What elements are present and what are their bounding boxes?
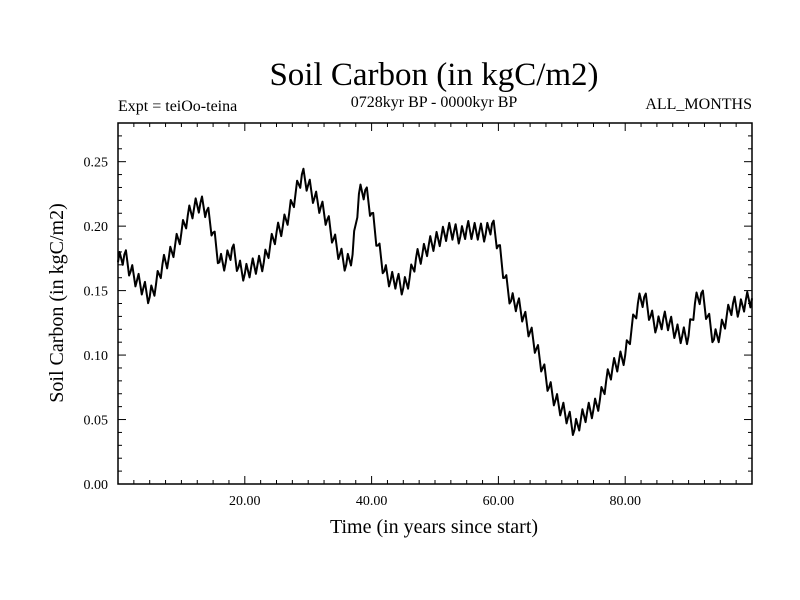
y-tick-label: 0.05 xyxy=(84,414,109,429)
months-label: ALL_MONTHS xyxy=(645,96,752,113)
y-axis-label: Soil Carbon (in kgC/m2) xyxy=(46,203,68,402)
x-tick-label: 60.00 xyxy=(483,494,515,509)
experiment-label: Expt = teiOo-teina xyxy=(118,98,237,115)
minor-ticks xyxy=(117,122,753,485)
y-tick-label: 0.25 xyxy=(84,156,109,171)
y-tick-label: 0.10 xyxy=(84,349,109,364)
y-tick-label: 0.20 xyxy=(84,220,109,235)
x-tick-label: 20.00 xyxy=(229,494,261,509)
y-axis: 0.00 0.05 0.10 0.15 0.20 0.25 xyxy=(84,156,109,493)
x-tick-label: 40.00 xyxy=(356,494,388,509)
y-tick-label: 0.15 xyxy=(84,285,109,300)
plot-area xyxy=(117,122,753,485)
y-tick-label: 0.00 xyxy=(84,478,109,493)
time-range-label: 0728kyr BP - 0000kyr BP xyxy=(351,94,518,111)
series-line-0 xyxy=(117,167,753,437)
x-tick-label: 80.00 xyxy=(609,494,641,509)
x-axis: 20.00 40.00 60.00 80.00 xyxy=(229,494,641,509)
x-axis-label: Time (in years since start) xyxy=(330,516,538,538)
plot-frame xyxy=(117,122,753,485)
chart-title: Soil Carbon (in kgC/m2) xyxy=(269,57,598,93)
